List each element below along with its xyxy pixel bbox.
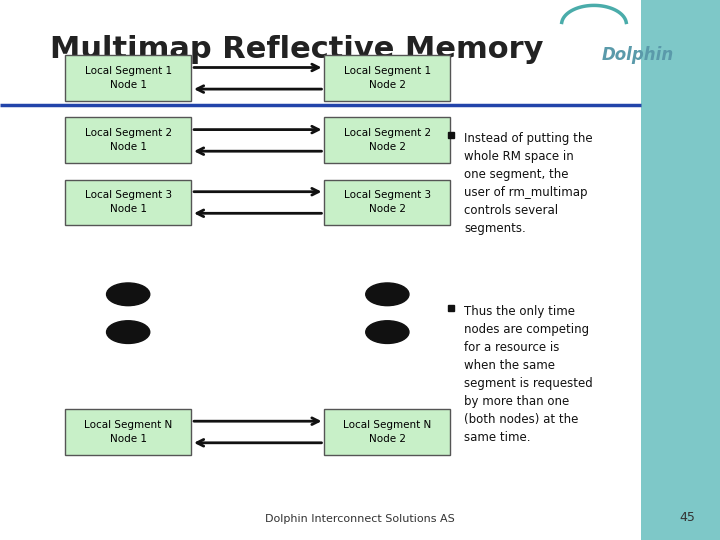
Bar (641, 0, 720, 540)
Ellipse shape (366, 321, 409, 343)
Bar (324, 179, 451, 226)
Ellipse shape (107, 321, 150, 343)
Text: Local Segment 2
Node 2: Local Segment 2 Node 2 (343, 129, 431, 152)
Bar (324, 409, 451, 455)
Text: Instead of putting the
whole RM space in
one segment, the
user of rm_multimap
co: Instead of putting the whole RM space in… (464, 132, 593, 235)
Text: Dolphin: Dolphin (601, 46, 673, 64)
Text: Local Segment 3
Node 2: Local Segment 3 Node 2 (343, 191, 431, 214)
Text: Local Segment 1
Node 1: Local Segment 1 Node 1 (84, 66, 172, 90)
Bar (324, 118, 451, 163)
Text: Local Segment 1
Node 2: Local Segment 1 Node 2 (343, 66, 431, 90)
Text: 45: 45 (679, 511, 695, 524)
Bar (65, 179, 191, 226)
Bar (65, 118, 191, 163)
Text: Local Segment N
Node 1: Local Segment N Node 1 (84, 420, 172, 444)
Bar (65, 409, 191, 455)
Bar (324, 56, 451, 102)
Ellipse shape (107, 283, 150, 306)
Text: Local Segment 2
Node 1: Local Segment 2 Node 1 (84, 129, 172, 152)
Text: Thus the only time
nodes are competing
for a resource is
when the same
segment i: Thus the only time nodes are competing f… (464, 305, 593, 444)
Text: Dolphin Interconnect Solutions AS: Dolphin Interconnect Solutions AS (265, 514, 455, 524)
Bar (65, 56, 191, 102)
Text: Local Segment 3
Node 1: Local Segment 3 Node 1 (84, 191, 172, 214)
Text: Local Segment N
Node 2: Local Segment N Node 2 (343, 420, 431, 444)
Text: Multimap Reflective Memory: Multimap Reflective Memory (50, 35, 544, 64)
Ellipse shape (366, 283, 409, 306)
